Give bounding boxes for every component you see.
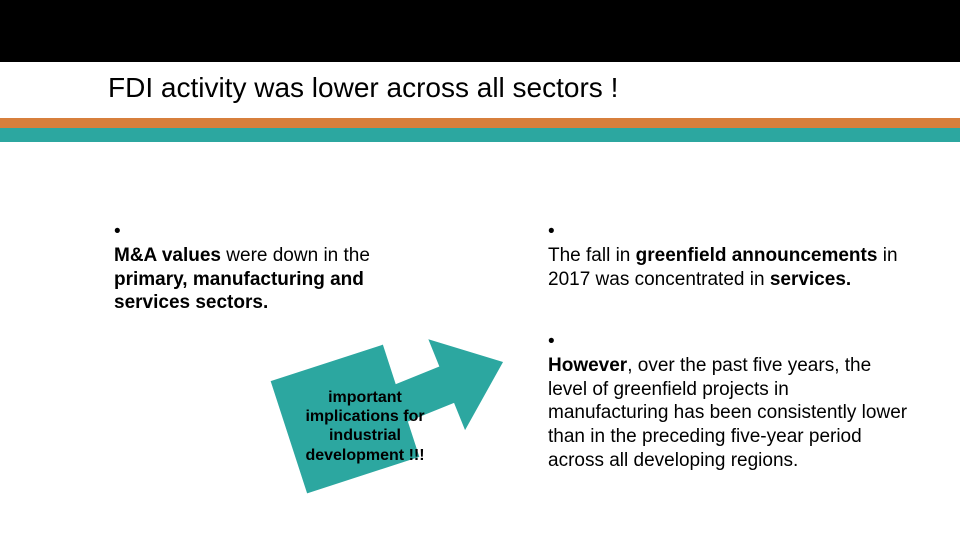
accent-bar-teal [0, 128, 960, 142]
slide-root: FDI activity was lower across all sector… [0, 0, 960, 540]
bullet-left-text: M&A values were down in the primary, man… [114, 244, 434, 315]
callout-shape: important implications for industrial de… [278, 330, 508, 510]
page-title: FDI activity was lower across all sector… [108, 72, 618, 104]
header-black-band [0, 0, 960, 62]
bullet-right-2: • However, over the past five years, the… [548, 330, 928, 473]
callout-label: important implications for industrial de… [300, 388, 430, 465]
bullet-right-1: • The fall in greenfield announcements i… [548, 220, 918, 291]
bullet-left: • M&A values were down in the primary, m… [114, 220, 454, 315]
accent-bar-orange [0, 118, 960, 128]
bullet-right-1-text: The fall in greenfield announcements in … [548, 244, 898, 292]
bullet-right-2-text: However, over the past five years, the l… [548, 354, 908, 473]
